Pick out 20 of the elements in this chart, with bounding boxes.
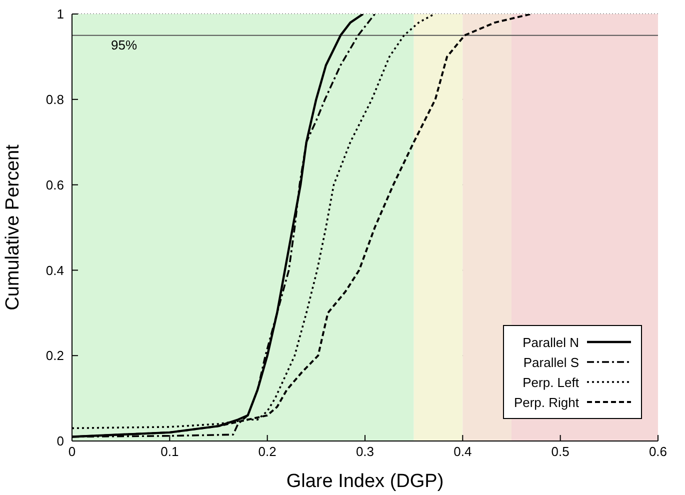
y-tick-label: 0.8 bbox=[46, 92, 64, 108]
y-tick-label: 1 bbox=[56, 6, 64, 22]
legend-label: Perp. Left bbox=[522, 374, 579, 390]
x-axis-title: Glare Index (DGP) bbox=[286, 471, 444, 492]
legend-label: Perp. Right bbox=[514, 394, 579, 410]
y-tick-label: 0.2 bbox=[46, 348, 64, 364]
x-tick-label: 0.5 bbox=[551, 444, 570, 460]
x-tick-label: 0 bbox=[68, 444, 76, 460]
y-tick-label: 0.4 bbox=[46, 262, 64, 278]
y-axis-title: Cumulative Percent bbox=[2, 144, 24, 310]
x-tick-label: 0.6 bbox=[648, 444, 668, 460]
y-tick-label: 0 bbox=[56, 434, 64, 449]
x-tick-label: 0.3 bbox=[356, 444, 374, 460]
x-tick-label: 0.4 bbox=[454, 444, 472, 460]
y-tick-label: 0.6 bbox=[46, 177, 64, 192]
x-tick-label: 0.1 bbox=[160, 444, 179, 460]
legend-label: Parallel S bbox=[523, 354, 579, 370]
ref-line-label: 95% bbox=[111, 38, 138, 53]
legend-label: Parallel N bbox=[522, 334, 579, 350]
x-tick-label: 0.2 bbox=[258, 444, 276, 460]
